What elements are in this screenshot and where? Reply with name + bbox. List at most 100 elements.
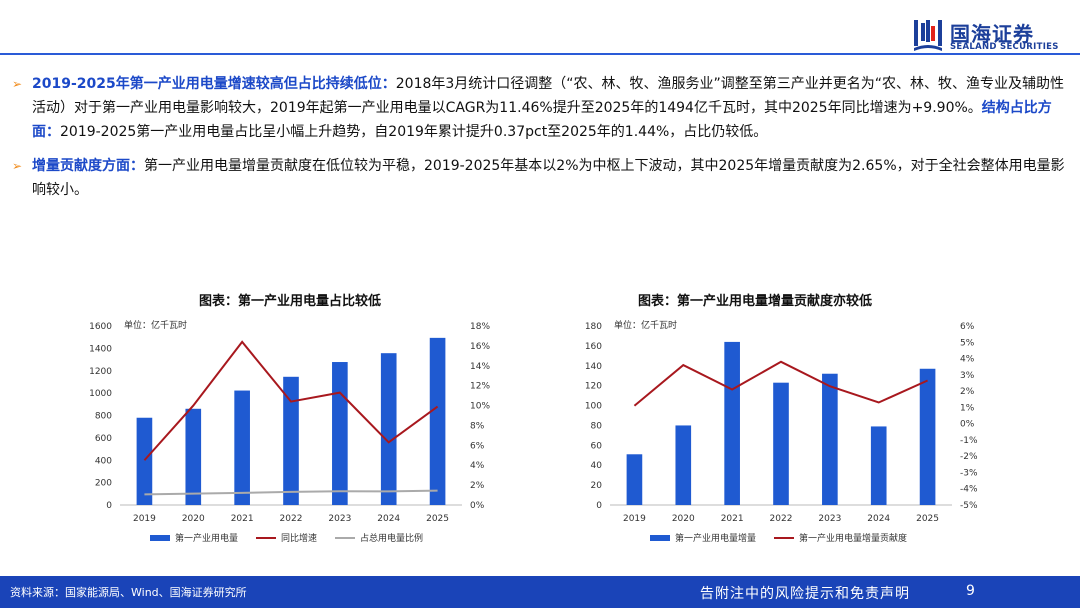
y-left-tick-label: 800 xyxy=(95,412,112,422)
y-left-tick-label: 1000 xyxy=(89,389,112,399)
y-right-tick-label: 16% xyxy=(470,342,490,352)
chart-1-unit-label: 单位：亿千瓦时 xyxy=(124,319,187,331)
bar xyxy=(724,341,740,505)
y-right-tick-label: 4% xyxy=(960,355,975,365)
y-right-tick-label: 0% xyxy=(960,420,975,430)
bar xyxy=(822,373,838,505)
y-left-tick-label: 160 xyxy=(585,342,602,352)
footer-bar: 资料来源：国家能源局、Wind、国海证券研究所 告附注中的风险提示和免责声明 9 xyxy=(0,576,1080,608)
series-line xyxy=(633,360,928,407)
y-right-tick-label: 1% xyxy=(960,403,975,413)
header-rule xyxy=(0,53,1080,55)
y-right-tick-label: 12% xyxy=(470,382,490,392)
x-tick-label: 2022 xyxy=(770,514,793,524)
bullet-arrow-icon: ➢ xyxy=(12,159,23,173)
y-right-tick-label: 3% xyxy=(960,371,975,381)
sealand-logo-icon xyxy=(914,20,942,51)
y-left-tick-label: 1600 xyxy=(89,322,112,332)
y-right-tick-label: 2% xyxy=(470,481,485,491)
y-left-tick-label: 140 xyxy=(585,362,602,372)
bar xyxy=(380,353,397,505)
bullet-arrow-icon: ➢ xyxy=(12,77,23,91)
bar xyxy=(234,390,250,505)
chart-2-title: 图表：第一产业用电量增量贡献度亦较低 xyxy=(637,294,872,309)
legend-swatch xyxy=(150,535,170,541)
y-left-tick-label: 1200 xyxy=(89,367,112,377)
bar xyxy=(773,382,789,505)
x-tick-label: 2025 xyxy=(916,514,939,524)
legend-label: 第一产业用电量增量贡献度 xyxy=(799,532,907,544)
x-tick-label: 2020 xyxy=(182,514,205,524)
bullet-item: ➢ 2019-2025年第一产业用电量增速较高但占比持续低位：2018年3月统计… xyxy=(12,72,1072,144)
y-left-tick-label: 1400 xyxy=(89,344,112,354)
y-right-tick-label: -5% xyxy=(960,501,978,511)
bar xyxy=(136,417,153,505)
x-tick-label: 2024 xyxy=(377,514,400,524)
y-left-tick-label: 600 xyxy=(95,434,112,444)
y-right-tick-label: 8% xyxy=(470,421,485,431)
x-tick-label: 2025 xyxy=(426,514,449,524)
y-left-tick-label: 100 xyxy=(585,402,602,412)
bar xyxy=(283,376,299,505)
y-right-tick-label: 10% xyxy=(470,402,490,412)
disclaimer-link[interactable]: 告附注中的风险提示和免责声明 xyxy=(700,586,910,602)
chart-1-title: 图表：第一产业用电量占比较低 xyxy=(198,294,381,309)
bar xyxy=(919,368,936,505)
series-line xyxy=(144,489,438,496)
bullet-heading: 增量贡献度方面： xyxy=(32,158,144,174)
brand-logo: 国海证券 SEALAND SECURITIES xyxy=(912,18,1072,52)
series-line xyxy=(143,340,439,461)
y-right-tick-label: 6% xyxy=(470,441,485,451)
x-tick-label: 2021 xyxy=(231,514,254,524)
chart-1-share: 单位：亿千瓦时 0 200 400 600 800 1000 1200 1400 1600 0% 2%… xyxy=(89,319,490,544)
y-right-tick-label: 2% xyxy=(960,387,975,397)
page-number: 9 xyxy=(966,583,975,599)
bullet-list: ➢ 2019-2025年第一产业用电量增速较高但占比持续低位：2018年3月统计… xyxy=(12,72,1072,202)
y-left-tick-label: 80 xyxy=(591,421,603,431)
bullet-text: 2019-2025第一产业用电量占比呈小幅上升趋势，自2019年累计提升0.37… xyxy=(60,124,768,140)
legend-label: 第一产业用电量 xyxy=(175,532,238,544)
x-tick-label: 2022 xyxy=(280,514,303,524)
bar xyxy=(332,362,348,505)
legend-label: 第一产业用电量增量 xyxy=(675,532,756,544)
x-tick-label: 2023 xyxy=(818,514,841,524)
bar xyxy=(626,454,643,505)
y-left-tick-label: 400 xyxy=(95,456,112,466)
x-tick-label: 2021 xyxy=(721,514,744,524)
y-right-tick-label: 18% xyxy=(470,322,490,332)
x-tick-label: 2024 xyxy=(867,514,890,524)
bar xyxy=(675,425,692,505)
legend-label: 同比增速 xyxy=(281,532,317,544)
y-right-tick-label: -3% xyxy=(960,468,978,478)
brand-name-cn: 国海证券 xyxy=(950,22,1034,46)
y-left-tick-label: 60 xyxy=(591,441,603,451)
bullet-text: 2018年3月统计口径调整（“农、林、牧、渔服务业”调整至第三产业并更名为“农、… xyxy=(32,76,1065,116)
x-tick-label: 2019 xyxy=(623,514,646,524)
chart-2-unit-label: 单位：亿千瓦时 xyxy=(614,319,677,331)
brand-name-en: SEALAND SECURITIES xyxy=(950,42,1059,52)
legend-swatch xyxy=(650,535,670,541)
y-right-tick-label: 5% xyxy=(960,338,975,348)
y-right-tick-label: -2% xyxy=(960,452,978,462)
x-tick-label: 2020 xyxy=(672,514,695,524)
y-left-tick-label: 0 xyxy=(596,501,602,511)
bar xyxy=(185,408,202,505)
bar xyxy=(870,426,887,505)
source-note: 资料来源：国家能源局、Wind、国海证券研究所 xyxy=(10,586,247,599)
bullet-item: ➢ 增量贡献度方面：第一产业用电量增量贡献度在低位较为平稳，2019-2025年… xyxy=(12,154,1072,202)
x-tick-label: 2023 xyxy=(328,514,351,524)
y-right-tick-label: -1% xyxy=(960,436,978,446)
y-left-tick-label: 0 xyxy=(106,501,112,511)
bullet-text: 第一产业用电量增量贡献度在低位较为平稳，2019-2025年基本以2%为中枢上下… xyxy=(32,158,1065,198)
legend-label: 占总用电量比例 xyxy=(360,532,423,544)
y-right-tick-label: 0% xyxy=(470,501,485,511)
y-right-tick-label: 6% xyxy=(960,322,975,332)
y-left-tick-label: 40 xyxy=(591,461,603,471)
x-tick-label: 2019 xyxy=(133,514,156,524)
y-right-tick-label: 14% xyxy=(470,362,490,372)
y-right-tick-label: 4% xyxy=(470,461,485,471)
y-left-tick-label: 20 xyxy=(591,481,603,491)
y-right-tick-label: -4% xyxy=(960,485,978,495)
bullet-heading: 2019-2025年第一产业用电量增速较高但占比持续低位： xyxy=(32,76,396,92)
bar xyxy=(429,337,446,505)
